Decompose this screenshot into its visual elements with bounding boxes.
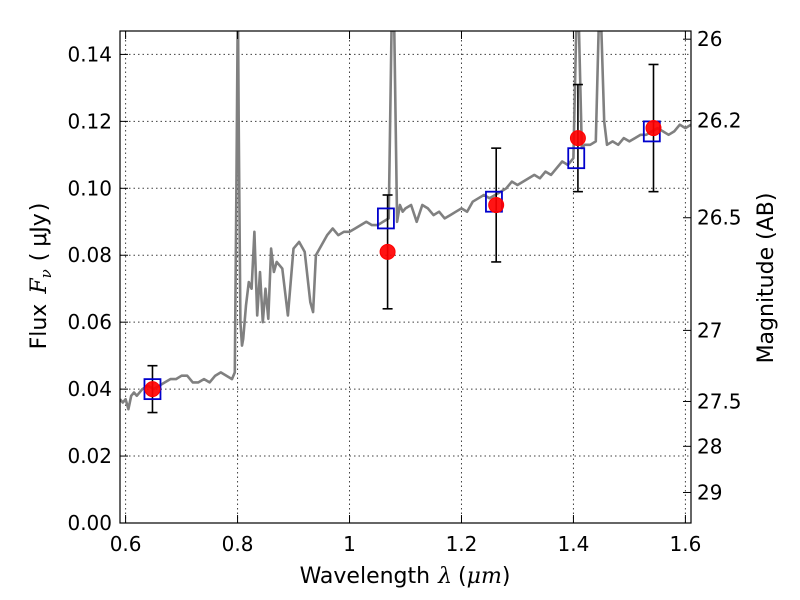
- y2-tick-label: 28: [697, 434, 722, 458]
- y2-tick-label: 27: [697, 318, 722, 342]
- x-tick-label: 1.6: [669, 532, 701, 556]
- y2-tick-label: 29: [697, 480, 722, 504]
- model-marker: [567, 147, 586, 170]
- x-tick-label: 0.8: [222, 532, 254, 556]
- plot-frame: [119, 30, 692, 524]
- x-tick-label: 0.6: [110, 532, 142, 556]
- observed-point: [144, 381, 161, 398]
- template-spectrum-line: [120, 31, 691, 411]
- plot-area: [120, 31, 691, 414]
- x-tick-label: 1: [343, 532, 356, 556]
- observed-point: [645, 120, 662, 137]
- model-marker: [377, 207, 395, 230]
- observed-point: [379, 243, 396, 260]
- y-tick-label: 0.14: [67, 42, 112, 66]
- y2-axis-label: Magnitude (AB): [754, 193, 779, 364]
- y2-tick-label: 26.2: [697, 109, 742, 133]
- y-tick-label: 0.08: [67, 243, 112, 267]
- y-tick-label: 0.02: [67, 444, 112, 468]
- y-tick-label: 0.04: [67, 377, 112, 401]
- plot-series: [120, 31, 691, 414]
- y2-tick-label: 26: [697, 27, 722, 51]
- observed-point: [569, 130, 586, 147]
- y-tick-label: 0.12: [67, 109, 112, 133]
- y-tick-label: 0.06: [67, 310, 112, 334]
- y2-tick-label: 26.5: [697, 206, 742, 230]
- y-tick-label: 0.00: [67, 511, 112, 535]
- y-axis-label: FluxFν(μJy): [27, 203, 55, 350]
- x-tick-label: 1.2: [446, 532, 478, 556]
- grid: [120, 31, 691, 524]
- x-axis-label: Wavelength λ (μm): [300, 564, 511, 589]
- y2-tick-label: 27.5: [697, 389, 742, 413]
- observed-point: [488, 197, 505, 214]
- y-tick-label: 0.10: [67, 176, 112, 200]
- axis-ticks: 0.6 0.8 1 1.2 1.4 1.6 0.00 0.02 0.04 0.06 0.08 0.10…: [67, 27, 741, 556]
- x-tick-label: 1.4: [558, 532, 590, 556]
